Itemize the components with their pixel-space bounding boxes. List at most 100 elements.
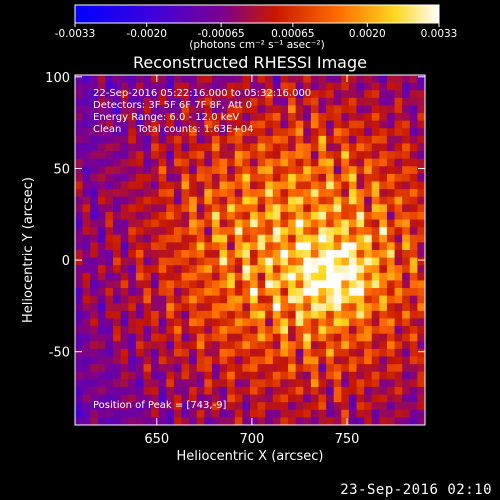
heatmap-cell [257,356,266,365]
heatmap-cell [90,318,99,327]
heatmap-cell [310,242,320,251]
heatmap-cell [417,143,425,152]
heatmap-cell [242,75,251,84]
heatmap-cell [120,90,129,99]
heatmap-cell [211,356,221,365]
heatmap-cell [189,310,198,320]
heatmap-cell [272,348,282,358]
heatmap-cell [288,204,297,213]
heatmap-cell [227,409,236,418]
heatmap-cell [386,158,396,167]
heatmap-cell [394,265,403,274]
heatmap-cell [105,196,114,205]
heatmap-cell [166,227,175,236]
heatmap-cell [128,341,137,350]
heatmap-cell [250,417,259,425]
heatmap-cell [227,417,236,425]
heatmap-cell [295,219,304,228]
heatmap-cell [196,364,205,373]
heatmap-cell [371,204,380,213]
heatmap-cell [128,227,137,236]
heatmap-cell [196,166,205,175]
heatmap-cell [227,386,236,396]
heatmap-cell [265,280,274,289]
heatmap-cell [386,371,396,380]
heatmap-cell [280,288,289,297]
heatmap-cell [196,356,205,365]
heatmap-cell [105,250,114,259]
heatmap-cell [242,97,251,107]
heatmap-cell [219,211,228,221]
heatmap-cell [143,280,152,289]
heatmap-cell [227,341,236,350]
heatmap-cell [348,204,358,213]
heatmap-cell [257,113,266,122]
heatmap-cell [348,242,358,251]
heatmap-cell [250,227,259,236]
heatmap-cell [97,90,107,99]
heatmap-cell [242,341,251,350]
heatmap-cell [356,333,365,342]
heatmap-cell [364,295,373,304]
heatmap-cell [135,371,145,380]
heatmap-cell [272,234,282,243]
heatmap-cell [242,250,251,259]
heatmap-cell [113,90,122,99]
heatmap-cell [166,257,175,266]
heatmap-cell [227,143,236,152]
heatmap-cell [151,356,160,365]
heatmap-cell [234,227,243,236]
heatmap-cell [265,151,274,160]
heatmap-cell [394,386,403,396]
heatmap-cell [173,364,183,373]
heatmap-cell [333,90,342,99]
heatmap-cell [257,143,266,152]
heatmap-cell [288,394,297,403]
heatmap-cell [265,135,274,145]
heatmap-cell [135,326,145,335]
heatmap-cell [417,394,425,403]
heatmap-cell [120,318,129,327]
heatmap-cell [356,364,365,373]
heatmap-cell [219,151,228,160]
heatmap-cell [310,288,320,297]
heatmap-cell [75,409,84,418]
heatmap-cell [128,379,137,388]
heatmap-cell [204,189,213,198]
heatmap-cell [341,364,350,373]
heatmap-cell [348,288,358,297]
heatmap-cell [173,189,183,198]
heatmap-cell [417,113,425,122]
heatmap-cell [364,105,373,114]
heatmap-cell [128,242,137,251]
heatmap-cell [280,227,289,236]
heatmap-cell [227,227,236,236]
heatmap-cell [364,219,373,228]
heatmap-cell [219,105,228,114]
heatmap-cell [288,364,297,373]
heatmap-cell [326,265,335,274]
heatmap-cell [386,402,396,411]
heatmap-cell [120,257,129,266]
heatmap-cell [120,75,129,84]
heatmap-cell [288,333,297,342]
heatmap-cell [250,288,259,297]
heatmap-cell [90,394,99,403]
heatmap-cell [333,120,342,129]
heatmap-cell [288,265,297,274]
heatmap-cell [288,257,297,266]
heatmap-cell [173,394,183,403]
heatmap-cell [333,303,342,312]
x-axis-label: Heliocentric X (arcsec) [177,449,324,464]
heatmap-cell [173,143,183,152]
heatmap-cell [341,250,350,259]
heatmap-cell [310,265,320,274]
heatmap-cell [272,371,282,380]
heatmap-cell [364,166,373,175]
heatmap-cell [333,158,342,167]
heatmap-cell [402,143,411,152]
heatmap-cell [204,158,213,167]
heatmap-cell [371,288,380,297]
heatmap-cell [402,364,411,373]
heatmap-cell [204,280,213,289]
